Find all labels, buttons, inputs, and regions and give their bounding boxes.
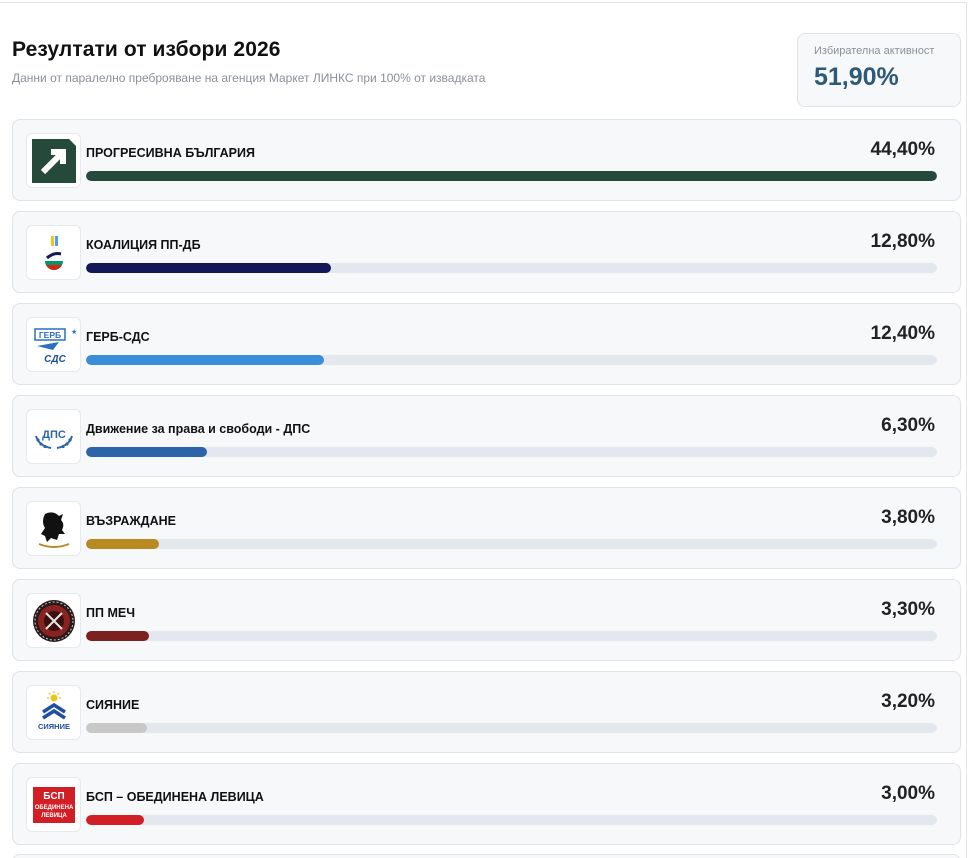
pp-db-logo-icon (26, 225, 81, 280)
svg-text:СИЯНИЕ: СИЯНИЕ (37, 722, 69, 731)
party-card-partial (12, 854, 961, 858)
svg-text:ОБЕДИНЕНА: ОБЕДИНЕНА (34, 805, 73, 811)
party-card[interactable]: ПП МЕЧ 3,30% (12, 579, 961, 661)
party-bar-fill (86, 447, 207, 457)
party-name: ГЕРБ-СДС (86, 330, 150, 344)
party-bar-track (86, 263, 937, 273)
party-card[interactable]: ВЪЗРАЖДАНЕ 3,80% (12, 487, 961, 569)
party-bar-track (86, 171, 937, 181)
svg-text:ЛЕВИЦА: ЛЕВИЦА (41, 813, 67, 819)
party-name: ПП МЕЧ (86, 606, 135, 620)
party-name: ПРОГРЕСИВНА БЪЛГАРИЯ (86, 146, 255, 160)
party-bar-track (86, 539, 937, 549)
party-bar-track (86, 723, 937, 733)
party-results-list: ПРОГРЕСИВНА БЪЛГАРИЯ 44,40% КОАЛИЦИЯ ПП-… (12, 119, 961, 855)
bsp-logo-icon: БСП ОБЕДИНЕНА ЛЕВИЦА (26, 777, 81, 832)
progressive-bulgaria-logo-icon (26, 133, 81, 188)
party-card[interactable]: ДПС Движение за права и свободи - ДПС 6,… (12, 395, 961, 477)
results-header: Резултати от избори 2026 Данни от парале… (12, 38, 612, 85)
siyanie-logo-icon: СИЯНИЕ (26, 685, 81, 740)
party-name: Движение за права и свободи - ДПС (86, 422, 311, 436)
vazrazhdane-lion-logo-icon (26, 501, 81, 556)
party-bar-fill (86, 539, 159, 549)
party-bar-fill (86, 171, 937, 181)
svg-text:★: ★ (71, 328, 77, 336)
svg-text:СДС: СДС (44, 354, 66, 365)
page-title: Резултати от избори 2026 (12, 38, 281, 61)
gerb-sds-logo-icon: ГЕРБ СДС ★ (26, 317, 81, 372)
top-divider (0, 2, 966, 3)
party-percent: 3,00% (881, 783, 935, 804)
party-percent: 3,30% (881, 599, 935, 620)
party-bar-track (86, 631, 937, 641)
svg-text:БСП: БСП (43, 791, 64, 802)
party-card[interactable]: ГЕРБ СДС ★ ГЕРБ-СДС 12,40% (12, 303, 961, 385)
mech-logo-icon (26, 593, 81, 648)
party-percent: 12,40% (870, 323, 935, 344)
party-bar-track (86, 815, 937, 825)
turnout-card: Избирателна активност 51,90% (797, 33, 961, 107)
party-card[interactable]: ПРОГРЕСИВНА БЪЛГАРИЯ 44,40% (12, 119, 961, 201)
party-name: ВЪЗРАЖДАНЕ (86, 514, 176, 528)
party-bar-fill (86, 355, 324, 365)
party-percent: 3,20% (881, 691, 935, 712)
party-percent: 12,80% (870, 231, 935, 252)
party-name: КОАЛИЦИЯ ПП-ДБ (86, 238, 201, 252)
party-card[interactable]: БСП ОБЕДИНЕНА ЛЕВИЦА БСП – ОБЕДИНЕНА ЛЕВ… (12, 763, 961, 845)
page-subtitle: Данни от паралелно преброяване на агенци… (12, 71, 486, 85)
turnout-label: Избирателна активност (814, 45, 935, 57)
right-divider (966, 2, 967, 858)
party-name: СИЯНИЕ (86, 698, 140, 712)
party-percent: 3,80% (881, 507, 935, 528)
svg-text:ДПС: ДПС (42, 429, 66, 441)
party-percent: 44,40% (870, 139, 935, 160)
party-bar-track (86, 355, 937, 365)
party-percent: 6,30% (881, 415, 935, 436)
party-bar-fill (86, 815, 144, 825)
party-name: БСП – ОБЕДИНЕНА ЛЕВИЦА (86, 790, 264, 804)
party-bar-fill (86, 263, 332, 273)
svg-text:ГЕРБ: ГЕРБ (38, 330, 60, 340)
dps-logo-icon: ДПС (26, 409, 81, 464)
turnout-value: 51,90% (814, 63, 899, 91)
party-bar-fill (86, 723, 148, 733)
party-bar-fill (86, 631, 150, 641)
party-card[interactable]: КОАЛИЦИЯ ПП-ДБ 12,80% (12, 211, 961, 293)
party-card[interactable]: СИЯНИЕ СИЯНИЕ 3,20% (12, 671, 961, 753)
party-bar-track (86, 447, 937, 457)
